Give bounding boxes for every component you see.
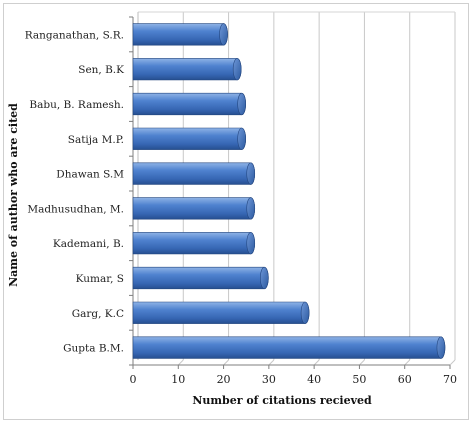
category-label: Sen, B.K	[78, 64, 124, 76]
gridline-floor	[223, 359, 229, 366]
x-tick-label: 70	[443, 373, 457, 386]
x-tick-label: 50	[352, 373, 366, 386]
x-tick-label: 40	[307, 373, 321, 386]
gridline-floor	[313, 359, 320, 366]
bar-end-cap	[260, 266, 269, 290]
bar-end-cap	[246, 232, 256, 255]
x-axis-title: Number of citations recieved	[192, 394, 372, 407]
bar	[132, 162, 256, 185]
bar	[132, 336, 446, 359]
gridline-floor	[449, 359, 456, 366]
category-label: Kademani, B.	[53, 238, 124, 250]
bar-end-cap	[237, 92, 246, 116]
category-label: Gupta B.M.	[63, 343, 124, 355]
bar-end-cap	[246, 162, 256, 185]
gridline-floor	[268, 359, 275, 366]
bar	[132, 92, 246, 116]
category-label: Satija M.P.	[68, 134, 124, 146]
bar	[132, 232, 256, 255]
x-tick-label: 10	[171, 373, 185, 386]
x-tick-label: 0	[130, 373, 137, 386]
category-label: Babu, B. Ramesh.	[29, 99, 124, 111]
x-tick-label: 60	[398, 373, 412, 386]
y-axis-title: Name of author who are cited	[7, 103, 20, 287]
bar-end-cap	[300, 301, 310, 324]
gridline-floor	[177, 359, 184, 366]
x-tick-label: 20	[217, 373, 231, 386]
bar-end-cap	[436, 336, 446, 359]
bar	[132, 58, 242, 81]
gridline-floor	[404, 359, 411, 366]
category-label: Dhawan S.M	[56, 169, 124, 181]
bar-end-cap	[232, 58, 242, 81]
category-label: Kumar, S	[76, 273, 124, 285]
category-label: Ranganathan, S.R.	[25, 29, 124, 41]
bar	[132, 23, 228, 46]
bar	[132, 301, 310, 324]
labels: 0 10 20 30 40 50 60 70 Ranganathan, S.R. Sen, B.K…	[25, 29, 457, 386]
bar	[132, 266, 269, 290]
x-tick-label: 30	[262, 373, 276, 386]
bar-end-cap	[237, 127, 246, 150]
bar-end-cap	[219, 23, 228, 46]
category-label: Madhusudhan, M.	[27, 203, 124, 215]
bar	[132, 127, 246, 150]
category-label: Garg, K.C	[72, 308, 124, 320]
gridline-floor	[359, 359, 365, 366]
bar	[132, 197, 256, 220]
bar-end-cap	[246, 197, 256, 220]
bars	[132, 23, 446, 359]
